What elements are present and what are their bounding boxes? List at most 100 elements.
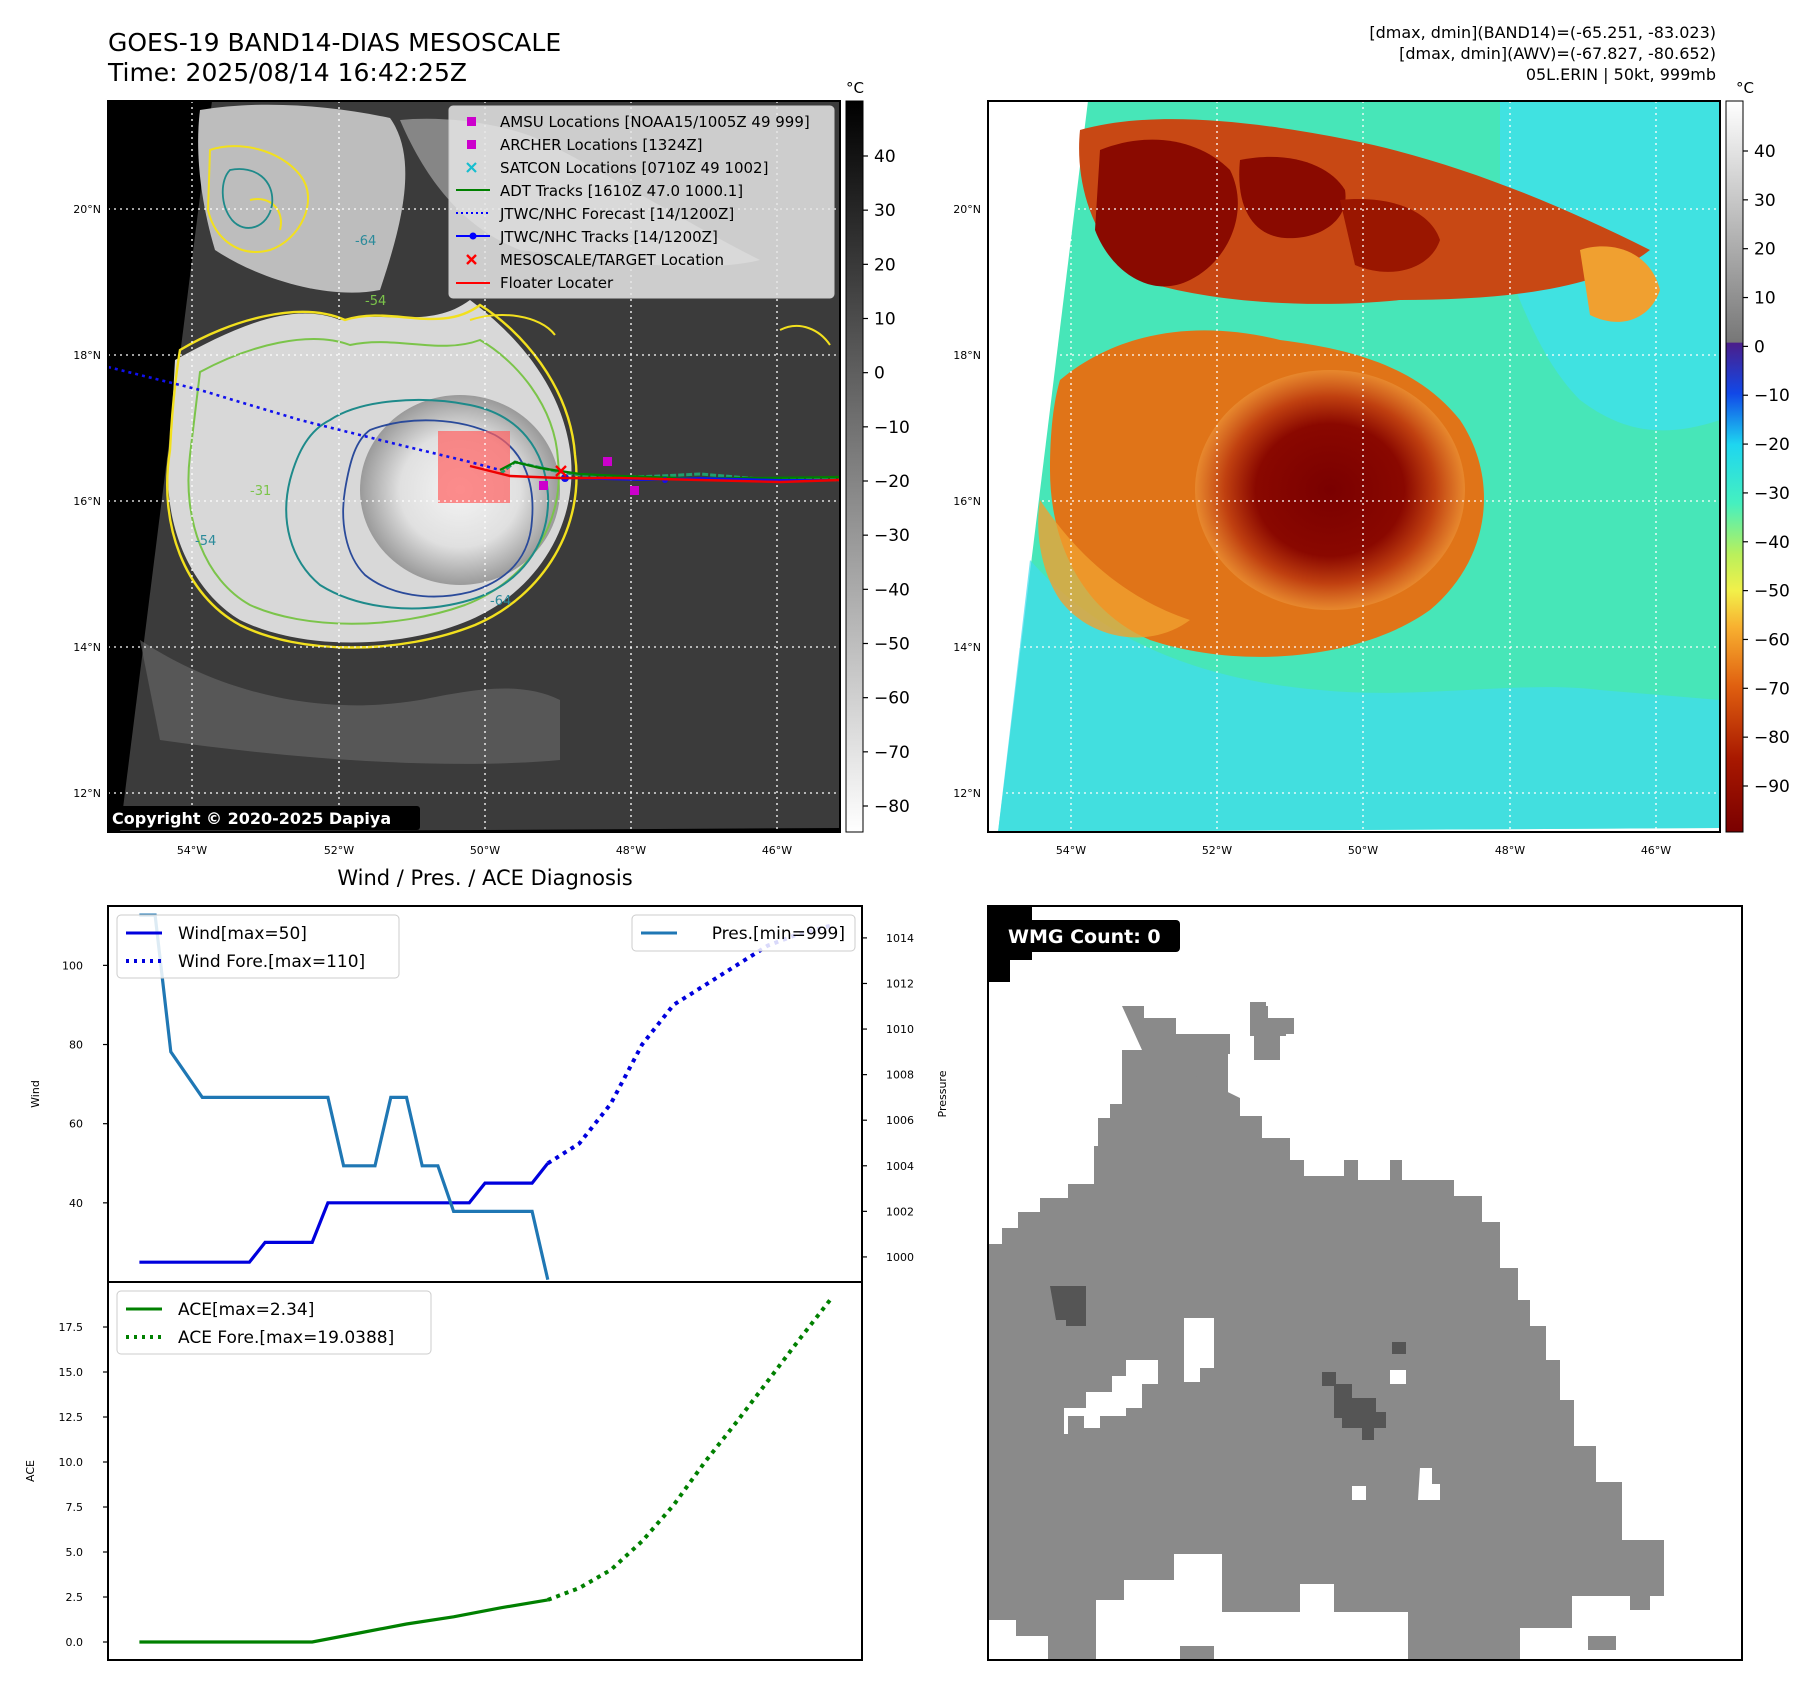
ace-legend-label: ACE[max=2.34]: [178, 1300, 314, 1320]
lat-label: 16°N: [73, 495, 101, 508]
wind-tick-label: 40: [69, 1197, 83, 1210]
colorbar-tick-label: −80: [1754, 728, 1790, 748]
pressure-tick-label: 1000: [886, 1251, 914, 1264]
lon-label: 54°W: [1056, 844, 1086, 857]
figure-title: GOES-19 BAND14-DIAS MESOSCALE: [108, 28, 561, 57]
pressure-tick-label: 1008: [886, 1069, 914, 1082]
ace-tick-label: 12.5: [59, 1411, 84, 1424]
ace-axis-label: ACE: [24, 1460, 37, 1482]
wind-fore-legend-label: Wind Fore.[max=110]: [178, 952, 365, 972]
contour-label: -54: [195, 534, 216, 549]
lat-label: 16°N: [953, 495, 981, 508]
lat-label: 20°N: [73, 203, 101, 216]
amsu-marker: [603, 457, 612, 466]
map1-legend: AMSU Locations [NOAA15/1005Z 49 999] ARC…: [448, 105, 835, 299]
contour-label: -31: [250, 484, 271, 499]
wind-tick-label: 100: [62, 959, 83, 972]
contour-label: -54: [365, 294, 386, 309]
legend-item-archer: ARCHER Locations [1324Z]: [500, 136, 703, 154]
map1-contour-north: [206, 145, 310, 253]
series-line-aceforemax: [547, 1298, 833, 1602]
wmg-clear-cell: [1352, 1486, 1366, 1500]
colorbar-tick-label: −20: [1754, 435, 1790, 455]
archer-marker: [539, 481, 548, 490]
map1-lon-labels: 54°W 52°W 50°W 48°W 46°W: [177, 844, 792, 857]
map2-frame: [987, 100, 1721, 833]
pressure-legend: Pres.[min=999]: [631, 914, 856, 952]
colorbar-tick-label: −40: [1754, 533, 1790, 553]
legend-item-amsu: AMSU Locations [NOAA15/1005Z 49 999]: [500, 113, 810, 131]
map1-cloud-north: [198, 104, 406, 293]
colorbar-tick-label: −10: [1754, 386, 1790, 406]
lat-label: 12°N: [73, 787, 101, 800]
map2-cloud-east: [1580, 246, 1660, 322]
wind-legend-box: [116, 914, 400, 979]
wmg-dark-cell: [1392, 1342, 1406, 1354]
map2-dry-south: [998, 560, 1720, 832]
pressure-tick-label: 1006: [886, 1114, 914, 1127]
pressure-tick-label: 1014: [886, 932, 914, 945]
lat-label: 20°N: [953, 203, 981, 216]
map-color: 20°N 18°N 16°N 14°N 12°N 54°W 52°W 50°W …: [953, 100, 1721, 857]
ace-legend-box: [116, 1290, 432, 1355]
map2-cloud-southwest: [1038, 500, 1190, 638]
ace-tick-label: 2.5: [66, 1591, 84, 1604]
map2-lon-labels: 54°W 52°W 50°W 48°W 46°W: [1056, 844, 1671, 857]
map2-cloud-core-north: [1095, 139, 1238, 287]
ace-tick-label: 15.0: [59, 1366, 84, 1379]
map2-cloud-core-north3: [1340, 199, 1440, 272]
legend-item-adt: ADT Tracks [1610Z 47.0 1000.1]: [500, 182, 743, 200]
colorbar-tick-label: 20: [1754, 240, 1776, 260]
legend-item-target: MESOSCALE/TARGET Location: [500, 251, 724, 269]
map1-contour-green: [187, 338, 560, 625]
map-grayscale: -54 -64 -54 -31 -64: [73, 100, 841, 857]
wmg-clear-cell: [1184, 1318, 1214, 1382]
map1-contour-teal: [285, 399, 550, 610]
diagnosis-title: Wind / Pres. / ACE Diagnosis: [337, 866, 632, 890]
lon-label: 54°W: [177, 844, 207, 857]
archer-marker: [630, 486, 639, 495]
wmg-gray-bridge: [1142, 1050, 1240, 1114]
colorbar-tick-label: 30: [874, 201, 896, 221]
colorbar-gray-unit: °C: [846, 79, 864, 97]
map1-lat-labels: 20°N 18°N 16°N 14°N 12°N: [73, 203, 101, 800]
map1-frame: [107, 100, 841, 833]
wmg-label-box: [998, 920, 1180, 952]
wind-legend: Wind[max=50] Wind Fore.[max=110]: [116, 914, 400, 979]
wmg-gray-upper: [1122, 1006, 1210, 1090]
ace-fore-legend-label: ACE Fore.[max=19.0388]: [178, 1328, 394, 1348]
colorbar-tick-label: −60: [1754, 630, 1790, 650]
map1-cirrus-south: [140, 640, 560, 764]
copyright-text: Copyright © 2020-2025 Dapiya: [112, 809, 391, 828]
map2-cloud-core-north2: [1239, 156, 1346, 239]
colorbar-color-ramp: [1725, 100, 1744, 833]
ace-tick-label: 5.0: [66, 1546, 84, 1559]
figure-time: Time: 2025/08/14 16:42:25Z: [107, 58, 467, 87]
mesoscale-target-marker: [555, 465, 567, 477]
colorbar-tick-label: −20: [874, 472, 910, 492]
floater-locater-track: [469, 464, 840, 484]
pressure-legend-label: Pres.[min=999]: [712, 924, 845, 944]
legend-item-tracks: JTWC/NHC Tracks [14/1200Z]: [499, 228, 718, 246]
wmg-gray-islet-upper: [1250, 1002, 1286, 1060]
ace-tick-label: 17.5: [59, 1321, 84, 1334]
wind-axis-label: Wind: [29, 1080, 42, 1108]
copyright-box: [108, 806, 420, 830]
wmg-frame: [987, 905, 1743, 1661]
pressure-tick-label: 1010: [886, 1023, 914, 1036]
map2-storm-core: [1195, 370, 1465, 610]
colorbar-grayscale: °C 40 30 20 10 0 −10 −20 −30 −40 −50 −60 −70 −80: [845, 79, 910, 833]
map2-gridlines: [988, 101, 1720, 832]
wmg-gray-region: [988, 1034, 1664, 1660]
pressure-tick-label: 1004: [886, 1160, 914, 1173]
wind-legend-label: Wind[max=50]: [178, 924, 307, 944]
series-line-acemax: [139, 1598, 549, 1644]
legend-amsu-marker: [467, 117, 476, 126]
legend-item-forecast: JTWC/NHC Forecast [14/1200Z]: [499, 205, 734, 223]
jtwc-forecast-track: [108, 365, 501, 472]
colorbar-tick-label: 0: [874, 364, 885, 384]
legend-tracks-dot: [469, 232, 477, 240]
wmg-gray-upper-left: [1122, 1050, 1142, 1104]
wmg-panel: WMG Count: 0: [987, 905, 1743, 1661]
